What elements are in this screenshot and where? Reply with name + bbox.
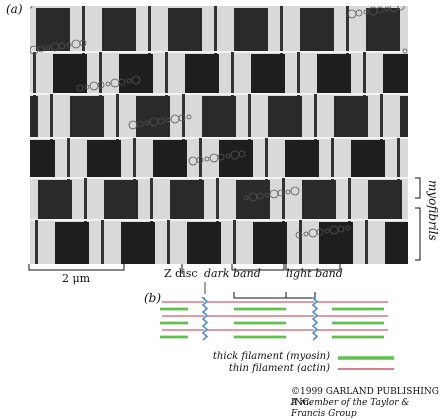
panel-b-label: (b) [144,291,162,305]
myofibril-brackets [415,177,421,261]
copyright-line-1: ©1999 GARLAND PUBLISHING INC. [291,387,439,408]
band-markers [181,264,341,274]
dark-band-bracket [233,292,287,299]
dark-band-label: dark band [204,267,261,280]
light-band-label: light band [286,267,343,280]
z-disc-line [310,297,319,341]
sarcomere-diagram [160,282,388,341]
copyright-line-2: A member of the Taylor & Francis Group [291,398,410,419]
legend-swatches [338,356,394,370]
z-disc-line [200,297,209,341]
legend-thick-label: thick filament (myosin) [212,351,330,362]
electron-micrograph [30,6,408,264]
myofibrils-label-wrap: myofibrils [426,180,440,270]
myofibrils-label: myofibrils [426,180,440,241]
light-band-bracket [285,292,316,299]
panel-a-label: (a) [6,2,23,16]
scale-bar [28,264,125,271]
scale-bar-label: 2 μm [62,272,91,285]
z-disc-label: Z disc [164,267,198,280]
legend-thin-label: thin filament (actin) [228,363,330,374]
